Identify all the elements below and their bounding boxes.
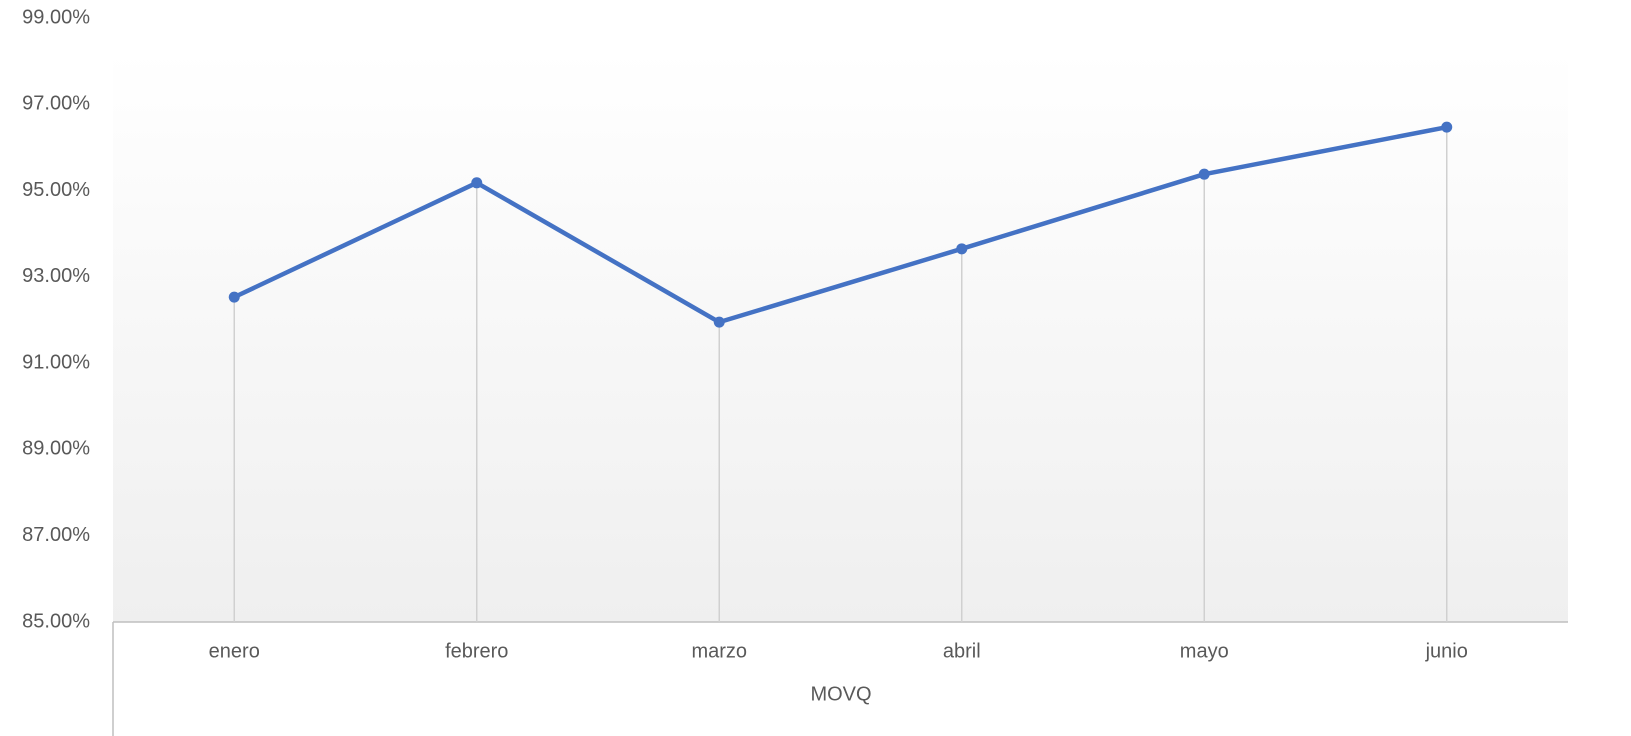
- x-tick-label: febrero: [445, 640, 508, 662]
- point-marker: [713, 316, 725, 328]
- line-series: [233, 124, 1448, 325]
- plot-background: [113, 50, 1568, 622]
- x-tick-label: marzo: [691, 640, 747, 662]
- point-marker: [1441, 121, 1453, 133]
- y-tick-label: 89.00%: [22, 438, 90, 460]
- x-tick-label: abril: [943, 640, 981, 662]
- y-tick-label: 91.00%: [22, 351, 90, 373]
- y-tick-label: 85.00%: [22, 610, 90, 632]
- point-marker: [471, 177, 483, 189]
- point-marker: [1198, 168, 1210, 180]
- point-marker: [228, 291, 240, 303]
- x-tick-label: mayo: [1180, 640, 1229, 662]
- x-axis-title: MOVQ: [810, 683, 871, 705]
- x-tick-label: junio: [1425, 640, 1468, 662]
- point-marker: [956, 243, 968, 255]
- y-tick-label: 87.00%: [22, 524, 90, 546]
- y-tick-label: 93.00%: [22, 265, 90, 287]
- y-tick-label: 95.00%: [22, 179, 90, 201]
- y-tick-label: 99.00%: [22, 6, 90, 28]
- y-tick-label: 97.00%: [22, 93, 90, 115]
- x-tick-label: enero: [209, 640, 260, 662]
